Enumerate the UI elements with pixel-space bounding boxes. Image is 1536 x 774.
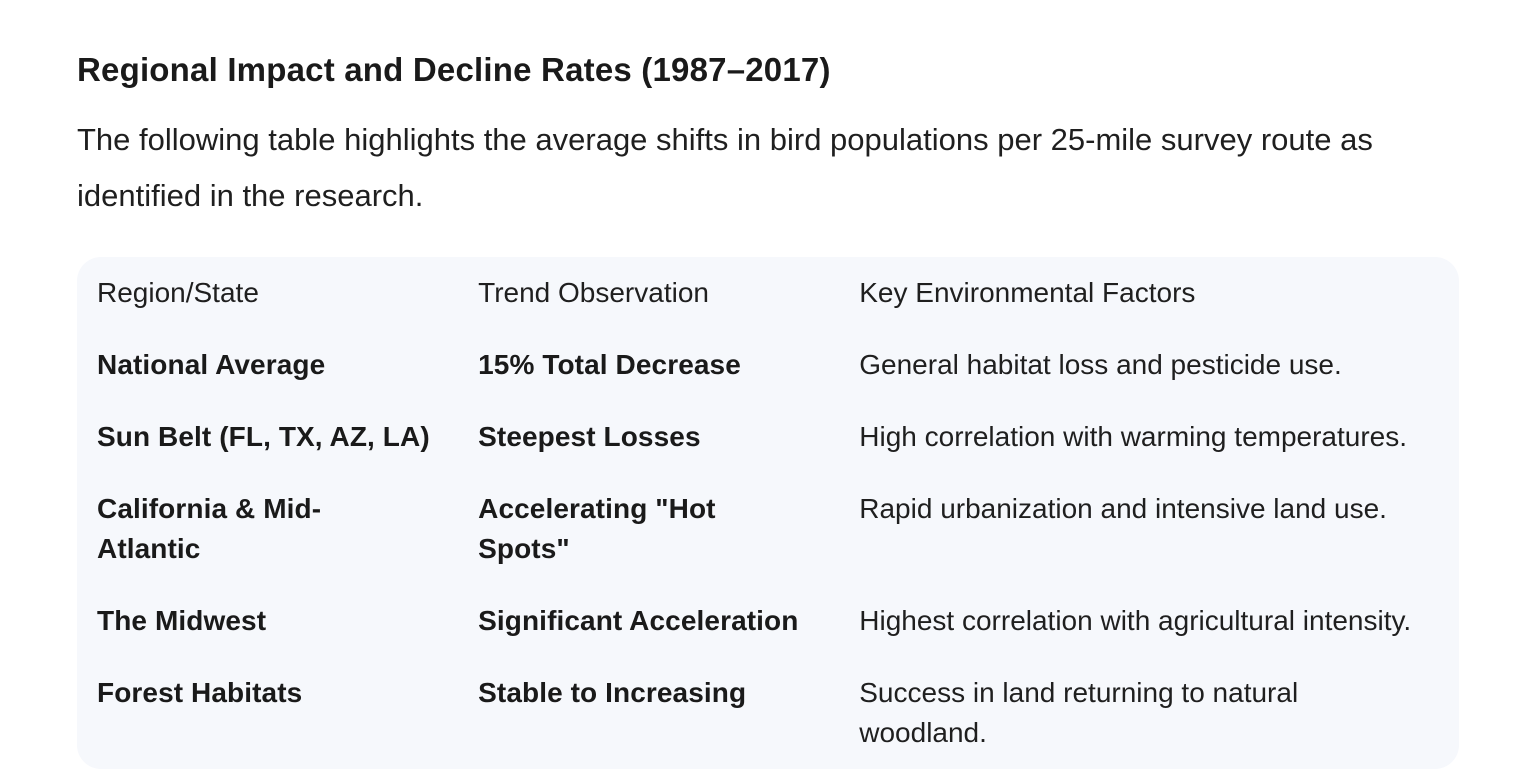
table-card: Region/State Trend Observation Key Envir… — [77, 257, 1459, 769]
cell-factors: High correlation with warming temperatur… — [859, 421, 1408, 452]
cell-trend: Accelerating "Hot Spots" — [478, 493, 716, 564]
cell-trend: 15% Total Decrease — [478, 349, 741, 380]
table-row: Forest Habitats Stable to Increasing Suc… — [97, 657, 1439, 769]
cell-factors: Highest correlation with agricultural in… — [859, 605, 1412, 636]
intro-text: The following table highlights the avera… — [77, 122, 1373, 213]
page-title: Regional Impact and Decline Rates (1987–… — [77, 51, 831, 88]
cell-region: California & Mid- Atlantic — [97, 493, 322, 564]
cell-region: Sun Belt (FL, TX, AZ, LA) — [97, 421, 430, 452]
cell-factors: Rapid urbanization and intensive land us… — [859, 493, 1387, 524]
column-header-factors: Key Environmental Factors — [859, 277, 1196, 308]
table-row: The Midwest Significant Acceleration Hig… — [97, 585, 1439, 657]
cell-region: Forest Habitats — [97, 677, 303, 708]
cell-region: National Average — [97, 349, 326, 380]
table-header-row: Region/State Trend Observation Key Envir… — [97, 257, 1439, 329]
table-row: National Average 15% Total Decrease Gene… — [97, 329, 1439, 401]
column-header-trend: Trend Observation — [478, 277, 709, 308]
cell-trend: Stable to Increasing — [478, 677, 747, 708]
table-row: California & Mid- Atlantic Accelerating … — [97, 473, 1439, 585]
table-row: Sun Belt (FL, TX, AZ, LA) Steepest Losse… — [97, 401, 1439, 473]
column-header-region: Region/State — [97, 277, 259, 308]
cell-region: The Midwest — [97, 605, 267, 636]
regional-impact-table: Region/State Trend Observation Key Envir… — [97, 257, 1439, 769]
cell-factors: Success in land returning to natural woo… — [859, 677, 1299, 748]
cell-trend: Significant Acceleration — [478, 605, 799, 636]
cell-factors: General habitat loss and pesticide use. — [859, 349, 1342, 380]
cell-trend: Steepest Losses — [478, 421, 701, 452]
